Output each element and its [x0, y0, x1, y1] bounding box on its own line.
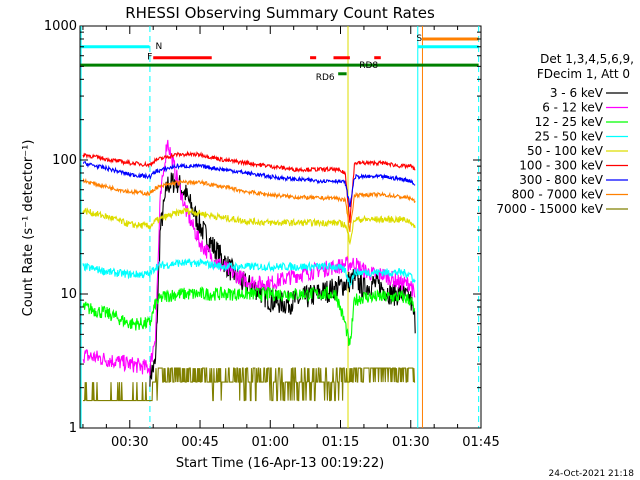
x-tick-label: 01:00: [252, 435, 289, 450]
plot-frame: [79, 25, 482, 429]
x-tick-label: 00:30: [111, 435, 148, 450]
legend-title-line2: FDecim 1, Att 0: [537, 67, 630, 81]
legend-label-300-800: 300 - 800 keV: [519, 173, 603, 187]
legend-label-7000-15000: 7000 - 15000 keV: [496, 202, 603, 216]
x-tick-label: 00:45: [181, 435, 218, 450]
flag-label-2: S: [416, 34, 422, 44]
x-tick-label: 01:30: [392, 435, 429, 450]
legend-label-25-50: 25 - 50 keV: [535, 130, 604, 144]
y-tick-label: 100: [52, 153, 77, 168]
legend-title-line1: Det 1,3,4,5,6,9,: [540, 52, 634, 66]
axes-ticks: 1 10 100 1000 00:30 00:45 01:00 01:15 01:30 01:45: [44, 19, 500, 450]
series-line-12-25: [82, 285, 416, 347]
footer-timestamp: 24-Oct-2021 21:18: [549, 469, 635, 479]
x-axis-label: Start Time (16-Apr-13 00:19:22): [176, 456, 384, 471]
legend: Det 1,3,4,5,6,9, FDecim 1, Att 0 3 - 6 k…: [496, 52, 634, 216]
flag-label-3: F: [147, 53, 152, 63]
y-tick-label: 1000: [44, 19, 77, 34]
series-line-800-7000: [82, 177, 416, 233]
legend-label-6-12: 6 - 12 keV: [542, 101, 604, 115]
legend-label-800-7000: 800 - 7000 keV: [512, 188, 604, 202]
legend-label-100-300: 100 - 300 keV: [519, 159, 603, 173]
series-line-7000-15000: [83, 367, 416, 402]
flag-bars: N S F RD8 RD6: [80, 34, 479, 83]
flag-label-7: RD8: [359, 61, 378, 71]
series-line-300-800: [82, 161, 416, 208]
x-tick-label: 01:15: [322, 435, 359, 450]
legend-label-12-25: 12 - 25 keV: [535, 115, 604, 129]
legend-label-50-100: 50 - 100 keV: [527, 144, 604, 158]
legend-label-3-6: 3 - 6 keV: [550, 86, 604, 100]
y-axis-label: Count Rate (s⁻¹ detector⁻¹): [21, 140, 36, 317]
series-line-100-300: [82, 150, 416, 223]
series-line-50-100: [82, 207, 416, 246]
flag-label-0: N: [156, 42, 163, 52]
chart-title: RHESSI Observing Summary Count Rates: [125, 4, 435, 22]
flag-label-8: RD6: [316, 73, 335, 83]
series-layer: [82, 139, 416, 402]
y-tick-label: 10: [60, 287, 77, 302]
series-line-6-12: [82, 139, 416, 376]
series-line-25-50: [82, 257, 416, 288]
x-tick-label: 01:45: [462, 435, 499, 450]
series-line-3-6: [149, 171, 416, 387]
y-tick-label: 1: [69, 421, 77, 436]
